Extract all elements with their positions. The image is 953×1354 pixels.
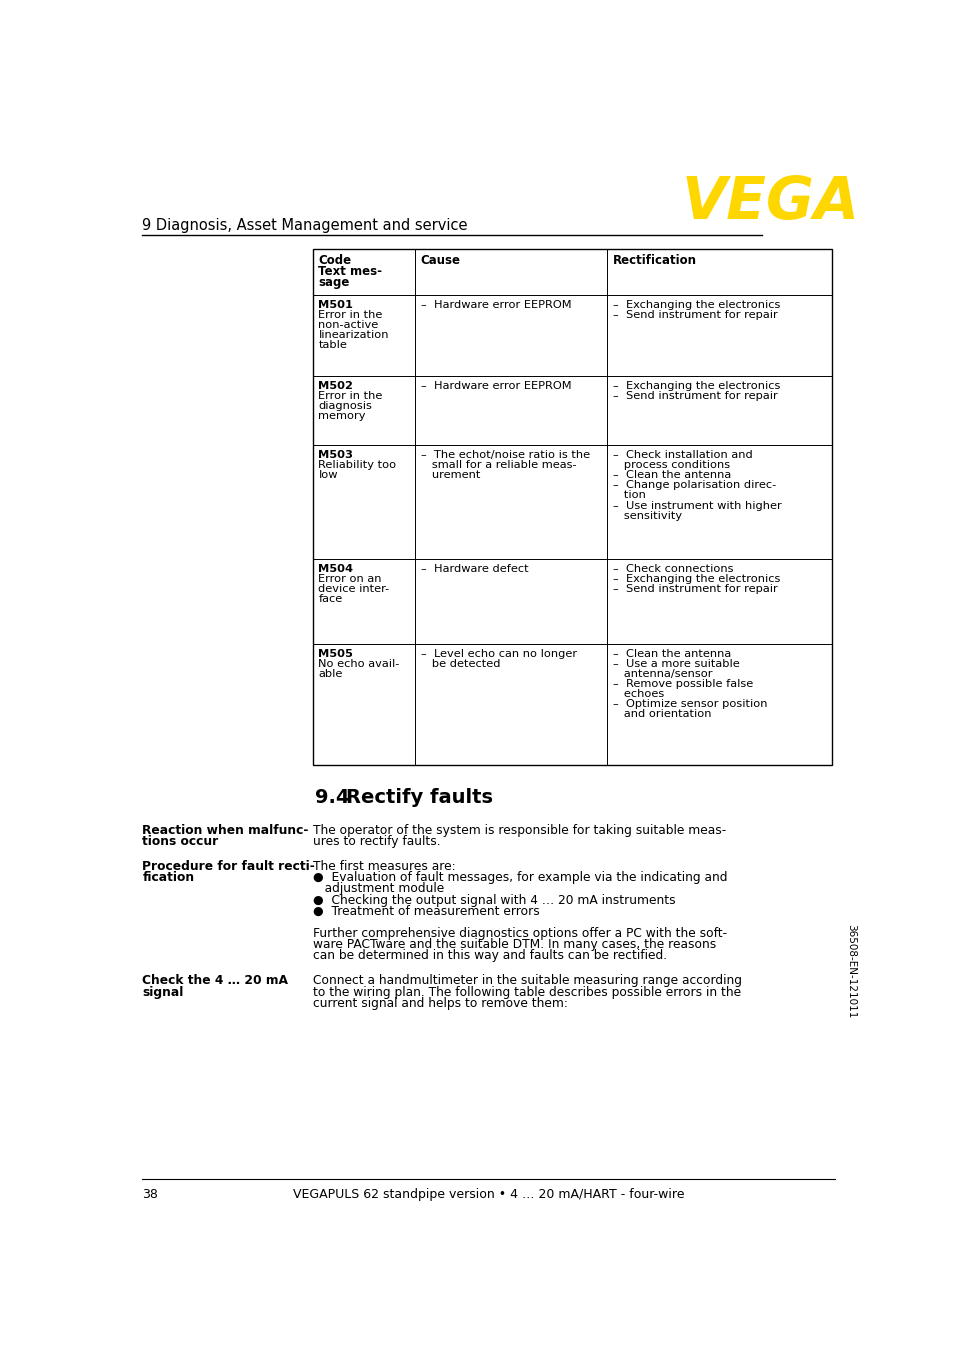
Text: –  Optimize sensor position: – Optimize sensor position: [612, 699, 766, 709]
Text: fication: fication: [142, 871, 194, 884]
Text: and orientation: and orientation: [612, 709, 711, 719]
Text: –  Exchanging the electronics: – Exchanging the electronics: [612, 574, 780, 585]
Text: be detected: be detected: [420, 659, 499, 669]
Text: low: low: [318, 470, 337, 481]
Text: –  Use instrument with higher: – Use instrument with higher: [612, 501, 781, 510]
Text: Procedure for fault recti-: Procedure for fault recti-: [142, 860, 314, 873]
Text: non-active: non-active: [318, 321, 378, 330]
Text: –  Clean the antenna: – Clean the antenna: [612, 470, 730, 481]
Text: able: able: [318, 669, 342, 680]
Text: Rectification: Rectification: [612, 255, 697, 267]
Text: –  Use a more suitable: – Use a more suitable: [612, 659, 739, 669]
Text: ●  Treatment of measurement errors: ● Treatment of measurement errors: [313, 904, 539, 918]
Text: ●  Checking the output signal with 4 … 20 mA instruments: ● Checking the output signal with 4 … 20…: [313, 894, 675, 907]
Text: M503: M503: [318, 451, 353, 460]
Text: M502: M502: [318, 382, 353, 391]
Text: Check the 4 … 20 mA: Check the 4 … 20 mA: [142, 975, 288, 987]
Text: can be determined in this way and faults can be rectified.: can be determined in this way and faults…: [313, 949, 666, 963]
Text: table: table: [318, 340, 347, 351]
Text: Connect a handmultimeter in the suitable measuring range according: Connect a handmultimeter in the suitable…: [313, 975, 741, 987]
Text: adjustment module: adjustment module: [313, 883, 444, 895]
Text: Rectify faults: Rectify faults: [345, 788, 492, 807]
Text: No echo avail-: No echo avail-: [318, 659, 399, 669]
Text: Reaction when malfunc-: Reaction when malfunc-: [142, 825, 309, 837]
Text: small for a reliable meas-: small for a reliable meas-: [420, 460, 576, 470]
Text: process conditions: process conditions: [612, 460, 729, 470]
Text: signal: signal: [142, 986, 184, 999]
Text: Error in the: Error in the: [318, 391, 382, 401]
Text: 38: 38: [142, 1187, 158, 1201]
Text: antenna/sensor: antenna/sensor: [612, 669, 712, 680]
Text: –  Check installation and: – Check installation and: [612, 451, 752, 460]
Text: ware PACTware and the suitable DTM. In many cases, the reasons: ware PACTware and the suitable DTM. In m…: [313, 938, 716, 952]
Text: memory: memory: [318, 412, 366, 421]
Text: –  Hardware defect: – Hardware defect: [420, 565, 528, 574]
Text: –  Send instrument for repair: – Send instrument for repair: [612, 585, 777, 594]
Text: The operator of the system is responsible for taking suitable meas-: The operator of the system is responsibl…: [313, 825, 725, 837]
Text: Error in the: Error in the: [318, 310, 382, 321]
Text: Further comprehensive diagnostics options offer a PC with the soft-: Further comprehensive diagnostics option…: [313, 927, 726, 940]
Text: –  Exchanging the electronics: – Exchanging the electronics: [612, 301, 780, 310]
Text: ●  Evaluation of fault messages, for example via the indicating and: ● Evaluation of fault messages, for exam…: [313, 871, 727, 884]
Text: M504: M504: [318, 565, 353, 574]
Text: Error on an: Error on an: [318, 574, 381, 585]
Text: Cause: Cause: [420, 255, 460, 267]
Text: face: face: [318, 594, 342, 604]
Text: current signal and helps to remove them:: current signal and helps to remove them:: [313, 997, 567, 1010]
Text: M505: M505: [318, 649, 353, 659]
Bar: [313, 249, 831, 765]
Text: diagnosis: diagnosis: [318, 401, 372, 412]
Text: M501: M501: [318, 301, 353, 310]
Text: device inter-: device inter-: [318, 585, 389, 594]
Text: 36508-EN-121011: 36508-EN-121011: [845, 923, 856, 1018]
Text: –  Exchanging the electronics: – Exchanging the electronics: [612, 382, 780, 391]
Text: sensitivity: sensitivity: [612, 510, 681, 520]
Text: –  Hardware error EEPROM: – Hardware error EEPROM: [420, 382, 571, 391]
Text: –  Change polarisation direc-: – Change polarisation direc-: [612, 481, 776, 490]
Text: VEGA: VEGA: [680, 175, 859, 232]
Text: 9.4: 9.4: [314, 788, 349, 807]
Text: 9 Diagnosis, Asset Management and service: 9 Diagnosis, Asset Management and servic…: [142, 218, 468, 233]
Text: linearization: linearization: [318, 330, 389, 340]
Text: –  Send instrument for repair: – Send instrument for repair: [612, 310, 777, 321]
Text: The first measures are:: The first measures are:: [313, 860, 456, 873]
Text: Text mes-: Text mes-: [318, 265, 382, 278]
Text: tion: tion: [612, 490, 645, 501]
Text: sage: sage: [318, 276, 350, 288]
Text: –  The echot/noise ratio is the: – The echot/noise ratio is the: [420, 451, 589, 460]
Text: tions occur: tions occur: [142, 835, 218, 848]
Text: ures to rectify faults.: ures to rectify faults.: [313, 835, 440, 848]
Text: –  Send instrument for repair: – Send instrument for repair: [612, 391, 777, 401]
Text: Reliability too: Reliability too: [318, 460, 396, 470]
Text: –  Hardware error EEPROM: – Hardware error EEPROM: [420, 301, 571, 310]
Text: –  Level echo can no longer: – Level echo can no longer: [420, 649, 577, 659]
Text: Code: Code: [318, 255, 352, 267]
Text: to the wiring plan. The following table describes possible errors in the: to the wiring plan. The following table …: [313, 986, 740, 999]
Text: –  Clean the antenna: – Clean the antenna: [612, 649, 730, 659]
Text: VEGAPULS 62 standpipe version • 4 … 20 mA/HART - four-wire: VEGAPULS 62 standpipe version • 4 … 20 m…: [293, 1187, 684, 1201]
Text: –  Remove possible false: – Remove possible false: [612, 680, 752, 689]
Text: echoes: echoes: [612, 689, 663, 699]
Text: –  Check connections: – Check connections: [612, 565, 733, 574]
Text: urement: urement: [420, 470, 479, 481]
